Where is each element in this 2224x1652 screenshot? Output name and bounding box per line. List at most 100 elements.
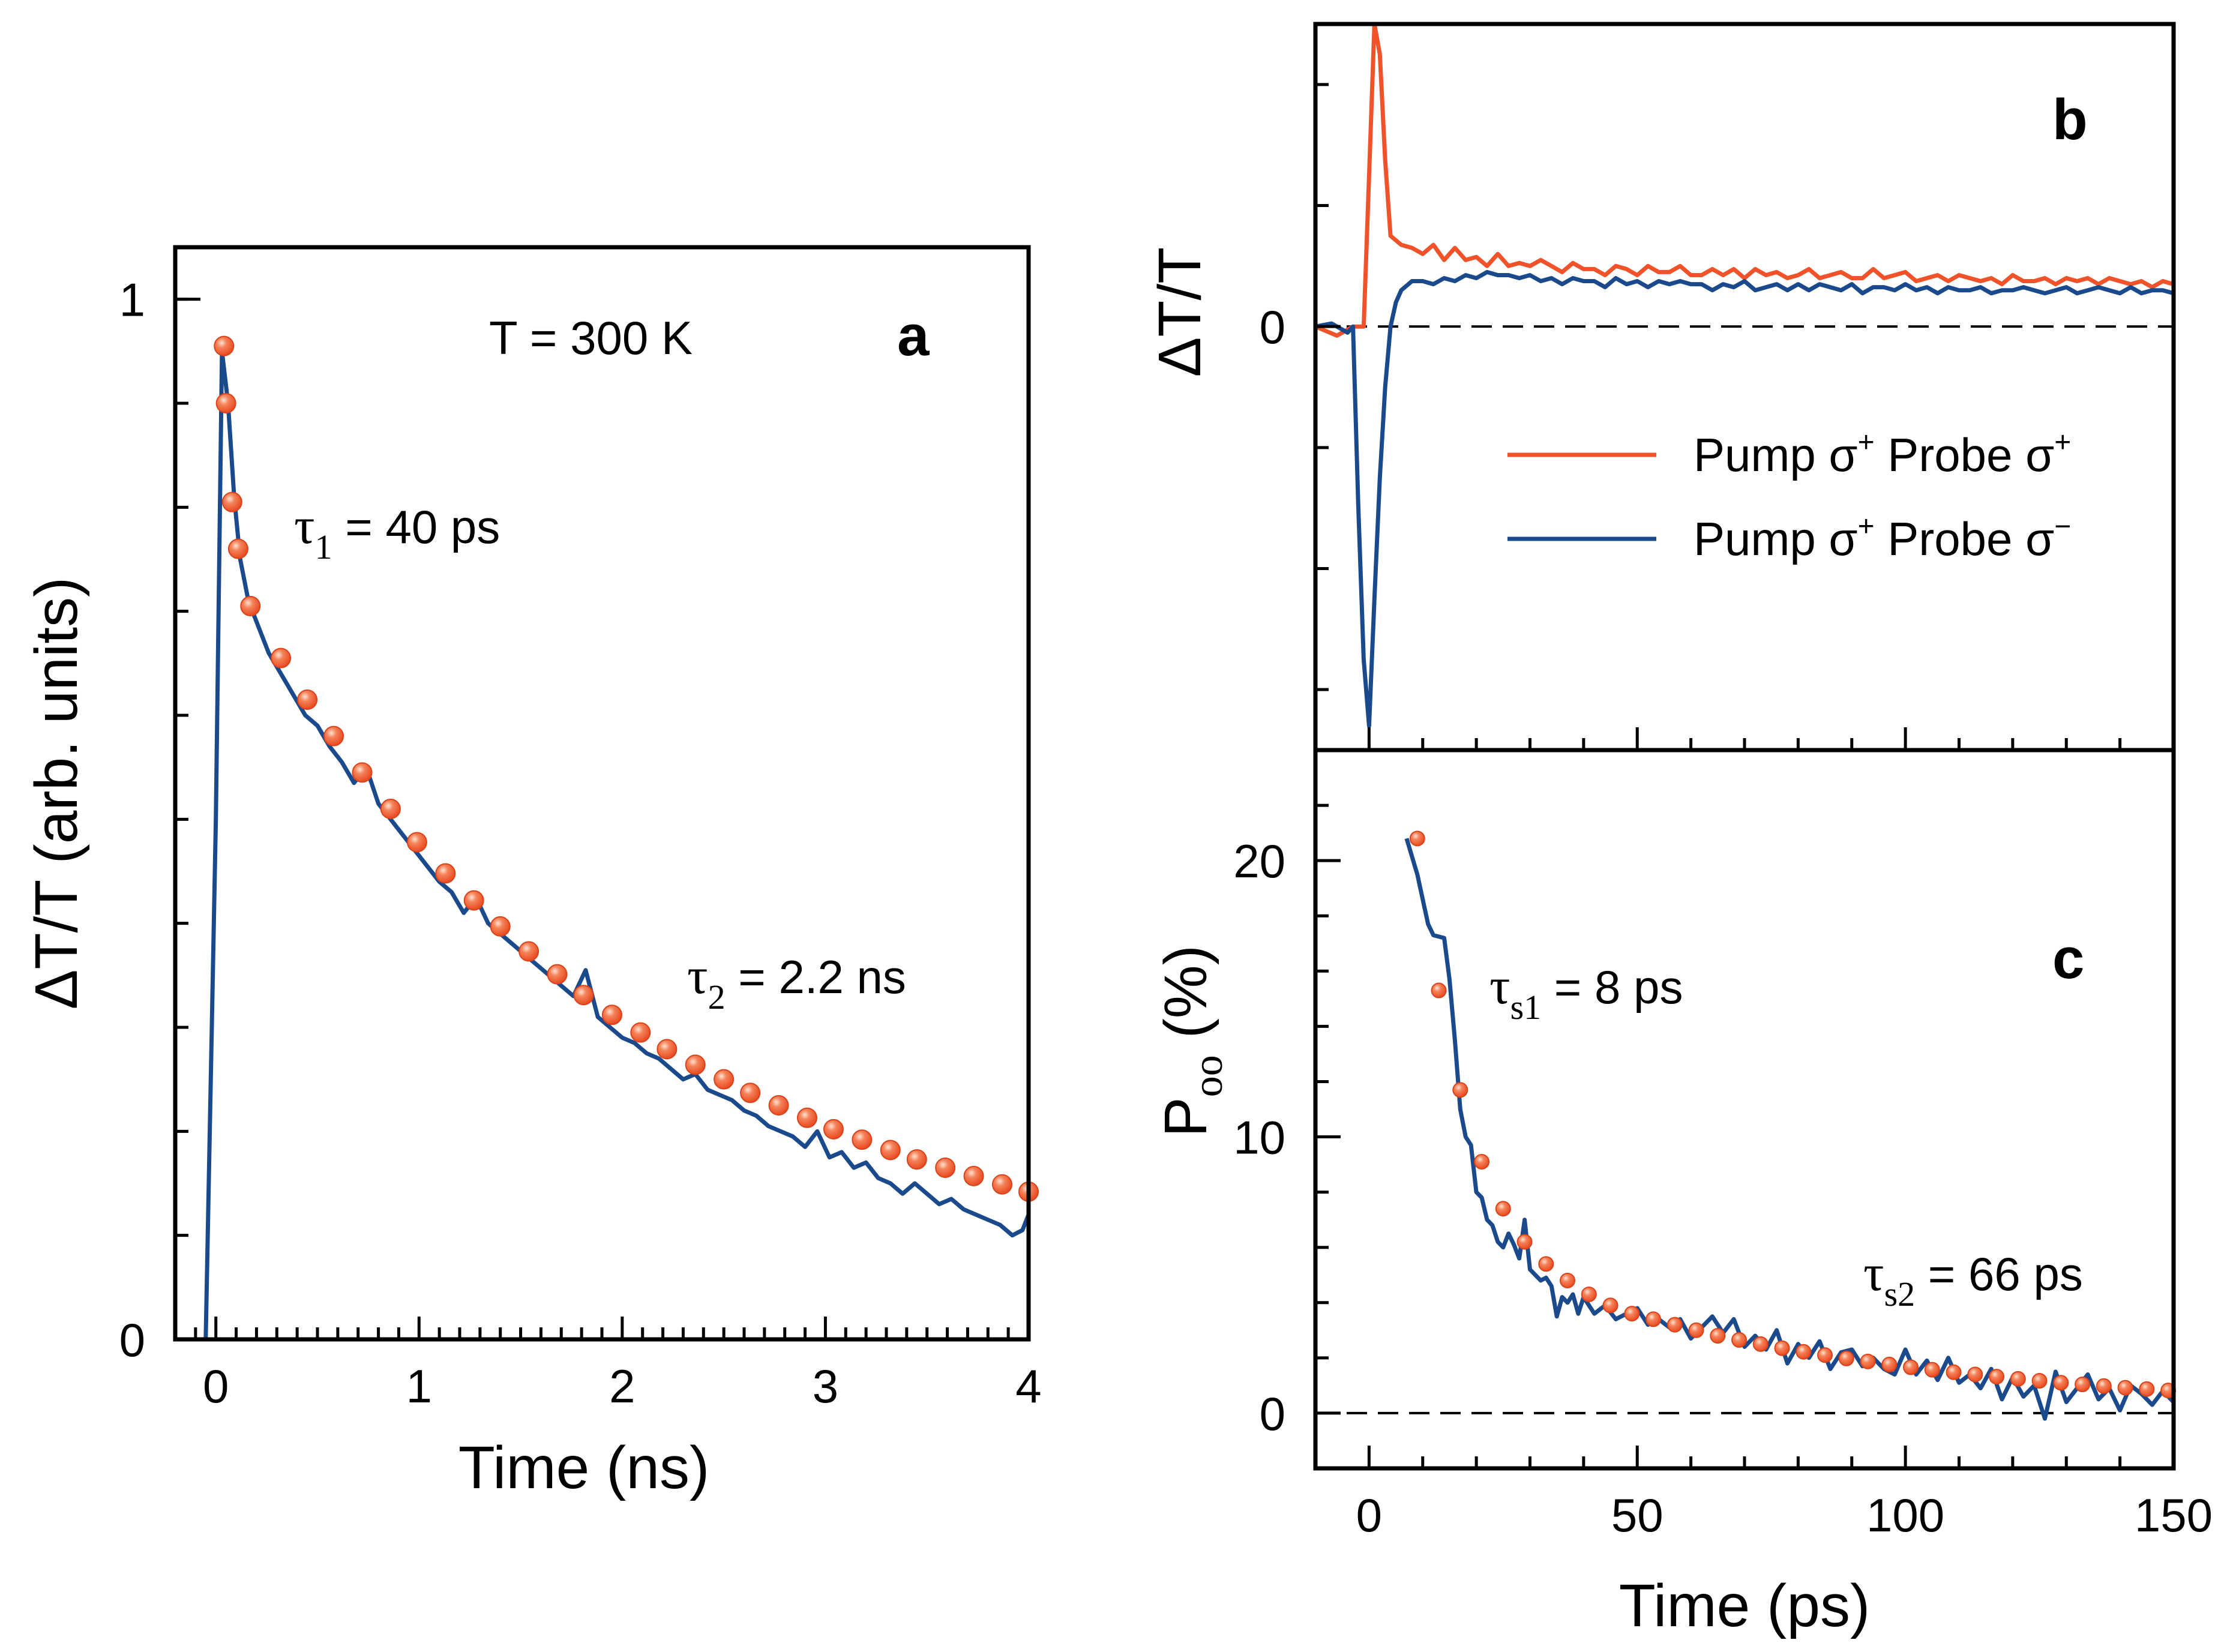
panel-b-ytick-label: 0: [1260, 301, 1285, 353]
taus2-symbol: τ: [1863, 1244, 1884, 1302]
panel-c-ylabel: Poo (%): [1152, 945, 1231, 1137]
panel-c-ylabel-sub: oo: [1185, 1055, 1231, 1097]
panel-a-fit-marker: [240, 596, 261, 616]
panel-a-fit-marker: [906, 1149, 927, 1170]
panel-a-fit-marker: [271, 647, 292, 668]
panel-c-xtick-label: 50: [1611, 1489, 1663, 1542]
taus1-value: = 8 ps: [1541, 961, 1683, 1014]
panel-c-fit-marker: [1817, 1347, 1833, 1363]
panel-c-fit-marker: [1710, 1328, 1726, 1344]
panel-b-label: b: [2052, 88, 2088, 152]
panel-a-ylabel: ΔT/T (arb. units): [23, 577, 90, 1010]
panel-c-ytick-label: 10: [1233, 1111, 1285, 1164]
taus2-subscript: s2: [1884, 1275, 1916, 1314]
panel-c-fit-marker: [2075, 1377, 2091, 1393]
panel-c-fit-marker: [1860, 1353, 1876, 1369]
panel-c-fit-marker: [1796, 1344, 1812, 1360]
panel-c-xtick-label: 100: [1866, 1489, 1944, 1542]
panel-a-fit-marker: [463, 890, 484, 911]
panel-c-ytick-label: 0: [1260, 1387, 1285, 1440]
panel-c-fit-marker: [2096, 1378, 2112, 1394]
taus1-annotation: τs1 = 8 ps: [1489, 957, 1683, 1027]
panel-a-fit-marker: [963, 1165, 984, 1186]
panel-a-fit-marker: [823, 1119, 844, 1140]
panel-c-fit-marker: [1903, 1359, 1919, 1375]
panel-c-fit-marker: [1560, 1272, 1576, 1288]
panel-c-fit-marker: [2053, 1375, 2069, 1391]
panel-a-label: a: [897, 304, 930, 368]
panel-c-fit-marker: [1645, 1311, 1662, 1327]
tau2-subscript: 2: [708, 978, 726, 1017]
legend-item-1: Pump σ+ Probe σ+: [1694, 427, 2071, 481]
legend: Pump σ+ Probe σ+ Pump σ+ Probe σ−: [1507, 427, 2071, 565]
legend-item-1-mid: Probe σ: [1875, 428, 2055, 481]
panel-c-fit-marker: [1688, 1322, 1704, 1338]
panel-a-fit-marker: [601, 1005, 622, 1026]
panel-c-fit-marker: [1838, 1350, 1854, 1366]
panel-c-fit-marker: [1881, 1356, 1898, 1372]
panel-a-xtick-label: 2: [609, 1360, 635, 1413]
panel-b-red-line: [1314, 22, 2174, 338]
tau2-annotation: τ2 = 2.2 ns: [687, 947, 906, 1017]
panel-a-fit-marker: [406, 832, 427, 853]
panel-c-fit-marker: [2010, 1371, 2026, 1387]
panel-b: 0 b ΔT/T Pump σ+ Probe σ+ Pump σ+ Probe …: [1146, 22, 2176, 752]
panel-a-fit-marker: [215, 393, 236, 413]
panel-a-fit-marker: [935, 1158, 956, 1178]
panel-b-ticks: 0: [1260, 83, 2175, 750]
panel-b-blue-line: [1315, 269, 2174, 728]
panel-c-fit-marker: [1924, 1362, 1940, 1378]
panel-a-fit-marker: [518, 941, 539, 962]
panel-a-xtick-label: 0: [203, 1360, 229, 1413]
panel-c-series: [1404, 831, 2177, 1421]
panel-a-fit-marker: [380, 799, 401, 819]
panel-a-xtick-label: 1: [406, 1360, 432, 1413]
panel-c-fit-marker: [2117, 1380, 2133, 1396]
panel-a-fit-marker: [214, 335, 235, 356]
taus1-subscript: s1: [1510, 988, 1542, 1027]
panel-c-fit-marker: [2031, 1373, 2048, 1389]
panel-c-fit-marker: [1946, 1364, 1962, 1380]
taus1-symbol: τ: [1489, 957, 1510, 1015]
panel-a-ytick-label: 1: [119, 274, 145, 326]
panel-a-ticks: 0 1 2 3 4 0 1: [119, 274, 1042, 1413]
legend-item-2-sup2: −: [2054, 511, 2071, 542]
panel-c-fit-marker: [1731, 1332, 1748, 1348]
panel-c-xtick-label: 0: [1356, 1489, 1382, 1542]
panel-c-xtick-label: 150: [2135, 1489, 2213, 1542]
panel-c-fit-marker: [1452, 1082, 1468, 1098]
panel-c-fit-marker: [1666, 1317, 1683, 1333]
legend-item-1-sup1: +: [1858, 427, 1875, 458]
panel-c-ylabel-rest: (%): [1152, 945, 1219, 1055]
panel-a-fit-marker: [547, 964, 568, 985]
temperature-annotation: T = 300 K: [489, 311, 693, 364]
panel-a-xtick-label: 3: [813, 1360, 838, 1413]
panel-a-fit-marker: [657, 1039, 678, 1060]
panel-a: 0 1 2 3 401 T = 300 K a τ1 = 40 ps τ2 = 2.2 …: [23, 245, 1042, 1501]
legend-item-2-main: Pump σ: [1694, 512, 1858, 565]
panel-c-fit-marker: [1602, 1297, 1618, 1314]
legend-item-1-sup2: +: [2054, 427, 2071, 458]
panel-a-fit-marker: [573, 985, 594, 1006]
panel-c-fit-marker: [1538, 1256, 1554, 1272]
panel-c-fit-marker: [1409, 831, 1425, 847]
panel-c-fit-marker: [1752, 1336, 1769, 1352]
panel-a-ytick-label: 0: [119, 1314, 145, 1366]
panel-c-data-line: [1404, 838, 2175, 1421]
panel-a-fit-marker: [490, 916, 511, 937]
panel-a-fit-marker: [221, 491, 242, 512]
panel-c-label: c: [2052, 927, 2084, 991]
panel-c-fit-marker: [1516, 1234, 1533, 1250]
panel-b-ylabel: ΔT/T: [1146, 247, 1213, 377]
panel-c-ylabel-main: P: [1152, 1097, 1219, 1137]
panel-c-frame: [1313, 748, 2176, 1471]
panel-a-fit-marker: [714, 1069, 735, 1090]
taus2-annotation: τs2 = 66 ps: [1863, 1244, 2083, 1314]
tau1-symbol: τ: [294, 497, 315, 554]
legend-item-1-main: Pump σ: [1694, 428, 1858, 481]
tau2-value: = 2.2 ns: [726, 951, 906, 1003]
tau1-subscript: 1: [315, 527, 332, 566]
panel-a-frame: [173, 245, 1031, 1342]
